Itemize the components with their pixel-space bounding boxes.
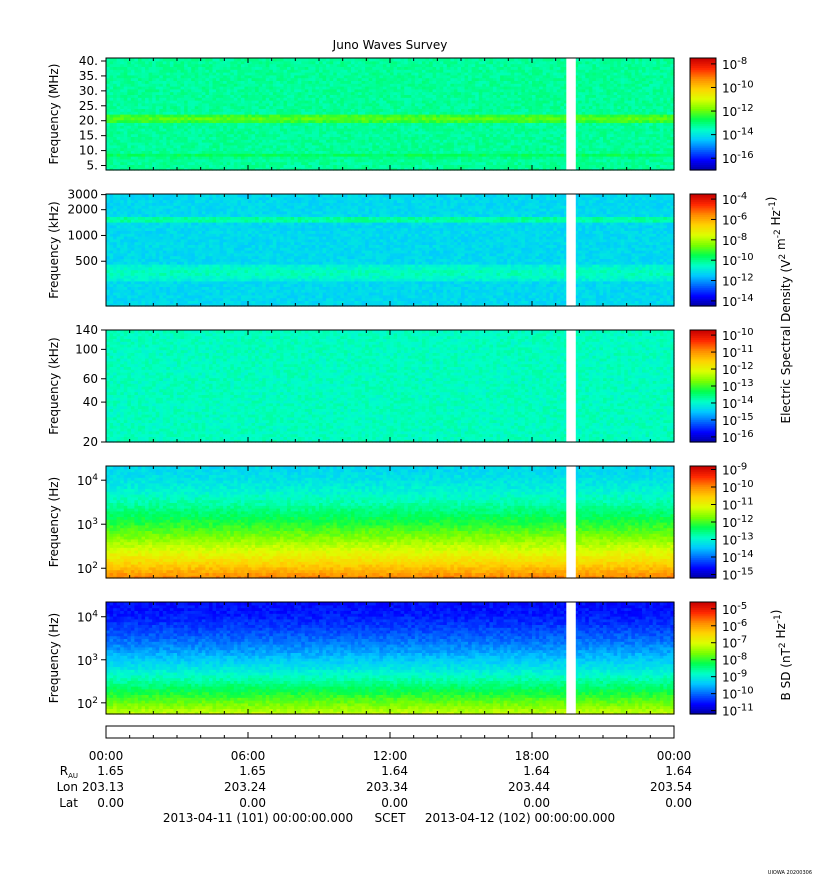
spectrogram-image [106,58,675,171]
figure-title: Juno Waves Survey [332,38,448,52]
spectrogram-panels: 40.35.30.25.20.15.10.5.Frequency (MHz) 10… [47,54,754,719]
spectrogram-panel-1: 40.35.30.25.20.15.10.5.Frequency (MHz) 10… [47,54,754,173]
